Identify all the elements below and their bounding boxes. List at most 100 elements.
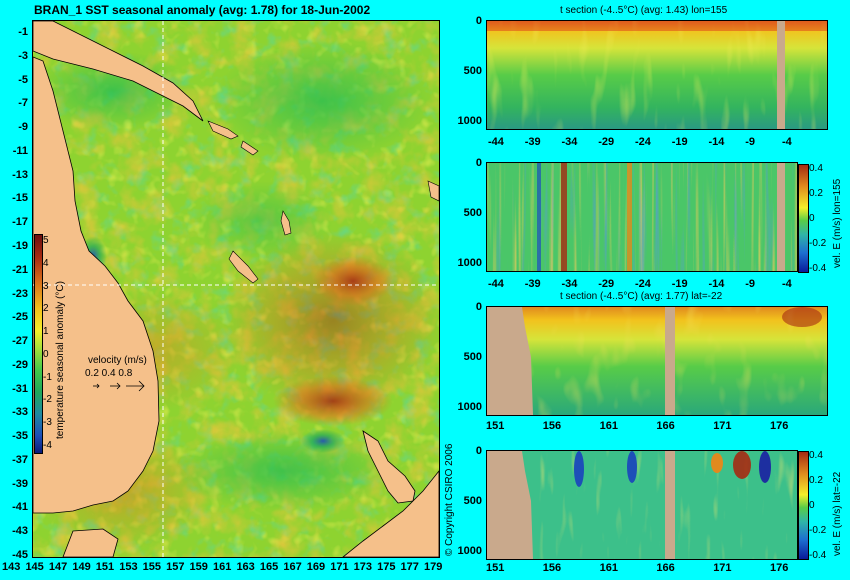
panel1-y-tick: 500 [463,65,482,77]
panel3-x-tick: 176 [770,420,789,432]
fiji-islands [427,180,439,202]
map-y-tick: -7 [18,97,28,110]
panel1-x-tick: -19 [671,136,688,148]
map-y-tick: -43 [12,525,28,538]
panel3-title: t section (-4..5°C) (avg: 1.77) lat=-22 [560,291,723,302]
panel2-land-gap [777,163,785,271]
panel2-x-tick: -34 [561,278,578,290]
panel3-field [487,307,827,415]
panel4-x-tick: 171 [713,562,732,574]
panel1-x-tick: -29 [598,136,615,148]
new-guinea-land [33,21,204,122]
panel2-y-tick: 1000 [457,257,482,269]
map-x-tick: 155 [142,561,162,573]
panel2-x-tick: -4 [782,278,792,290]
tasmania-land [62,528,119,557]
map-y-tick: -19 [12,239,28,252]
panel4-colorbar-label: vel. E (m/s) lat=-22 [832,471,843,556]
map-x-tick: 157 [166,561,185,573]
panel2-x-tick: -9 [745,278,756,290]
map-y-tick: -29 [12,358,28,371]
map-colorbar-tick: 0 [43,348,49,360]
map-y-tick: -41 [12,501,28,514]
panel4-x-tick: 156 [542,562,562,574]
panel4-y-tick: 1000 [457,545,482,557]
panel2-colorbar-label: vel. E (m/s) lon=155 [832,178,843,268]
velocity-legend-arrows [93,380,145,392]
panel3-x-tick: 171 [713,420,732,432]
panel2-x-tick: -14 [708,278,725,290]
map-colorbar-tick: -1 [43,371,52,383]
solomon-islands [207,120,259,156]
panel1-x-tick: -4 [782,136,792,148]
panel3-temperature-section-lat-22[interactable] [486,306,828,416]
map-x-tick: 143 [2,561,21,573]
panel3-x-tick: 156 [542,420,562,432]
panel4-y-tick: 0 [475,445,482,457]
map-x-tick: 153 [119,561,138,573]
map-x-tick: 175 [377,561,396,573]
vanuatu-islands [280,210,292,236]
panel1-x-tick: -34 [561,136,578,148]
panel4-colorbar-tick: 0.4 [809,450,823,461]
panel1-temperature-section-lon155[interactable] [486,20,828,130]
map-x-tick: 171 [330,561,349,573]
panel4-land-gap [665,451,675,559]
map-x-tick: 161 [213,561,232,573]
panel2-x-tick: -24 [635,278,651,290]
panel2-velocity-section-lon155[interactable] [486,162,798,272]
panel3-x-tick: 151 [486,420,505,432]
map-colorbar-tick: -3 [43,417,52,429]
panel2-y-tick: 500 [463,207,482,219]
map-x-tick: 169 [306,561,326,573]
map-x-tick: 147 [48,561,68,573]
panel4-colorbar-tick: -0.4 [809,550,827,561]
panel4-x-tick: 176 [770,562,789,574]
map-colorbar-tick: 3 [43,280,49,292]
panel3-land-gap [665,307,675,415]
map-x-tick: 159 [189,561,208,573]
map-y-tick: -1 [18,26,28,38]
panel3-y-tick: 0 [475,301,482,313]
map-x-tick: 163 [236,561,255,573]
map-y-tick: -37 [12,453,28,466]
map-x-tick: 149 [72,561,91,573]
velocity-legend-values: 0.2 0.4 0.8 [85,368,133,379]
map-colorbar-tick: 4 [43,257,49,269]
map-y-tick: -13 [12,168,28,181]
map-y-tick: -33 [12,406,28,419]
panel2-colorbar-tick: 0.2 [809,188,823,199]
map-colorbar-tick: 2 [43,303,49,315]
map-colorbar [34,234,43,454]
panel3-x-tick: 166 [656,420,675,432]
panel1-field [487,21,827,129]
map-colorbar-tick: -2 [43,394,52,406]
panel3-land-west [487,307,533,415]
panel2-colorbar-tick: 0.4 [809,163,823,174]
panel4-colorbar-tick: 0 [809,500,815,511]
panel2-x-tick: -29 [598,278,615,290]
panel1-x-tick: -44 [488,136,504,148]
panel3-y-tick: 1000 [457,401,482,413]
map-x-tick: 179 [424,561,443,573]
copyright-notice: © Copyright CSIRO 2006 [444,443,455,556]
panel4-x-tick: 151 [486,562,505,574]
panel1-y-tick: 1000 [457,115,482,127]
panel4-field [487,451,797,559]
sst-anomaly-map[interactable]: 5 4 3 2 1 0 -1 -2 -3 -4 temperature seasonal anom… [32,20,440,558]
panel4-y-tick: 500 [463,495,482,507]
panel1-title: t section (-4..5°C) (avg: 1.43) lon=155 [560,5,728,16]
map-field [33,21,439,557]
map-x-tick: 165 [259,561,279,573]
panel2-x-tick: -39 [524,278,541,290]
panel4-land-west [487,451,533,559]
map-y-tick: -45 [12,549,28,561]
map-y-tick: -15 [12,192,28,205]
map-y-tick: -5 [18,73,28,86]
panel4-velocity-section-lat-22[interactable] [486,450,798,560]
panel2-x-tick: -44 [488,278,504,290]
new-zealand-south-land [342,470,439,557]
map-y-tick: -21 [12,263,28,276]
map-y-tick: -27 [12,335,28,348]
panel2-x-tick: -19 [671,278,688,290]
